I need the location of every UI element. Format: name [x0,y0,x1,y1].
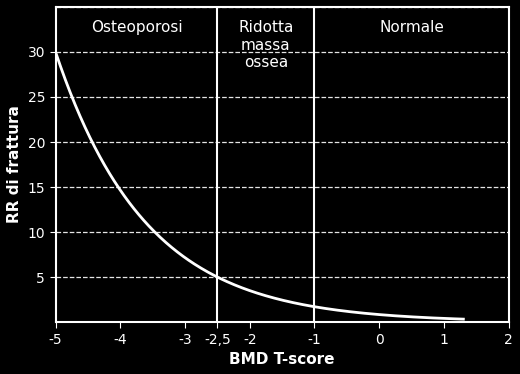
X-axis label: BMD T-score: BMD T-score [229,352,335,367]
Text: Ridotta
massa
ossea: Ridotta massa ossea [238,21,294,70]
Text: Normale: Normale [379,21,444,36]
Text: Osteoporosi: Osteoporosi [90,21,183,36]
Y-axis label: RR di frattura: RR di frattura [7,105,22,223]
